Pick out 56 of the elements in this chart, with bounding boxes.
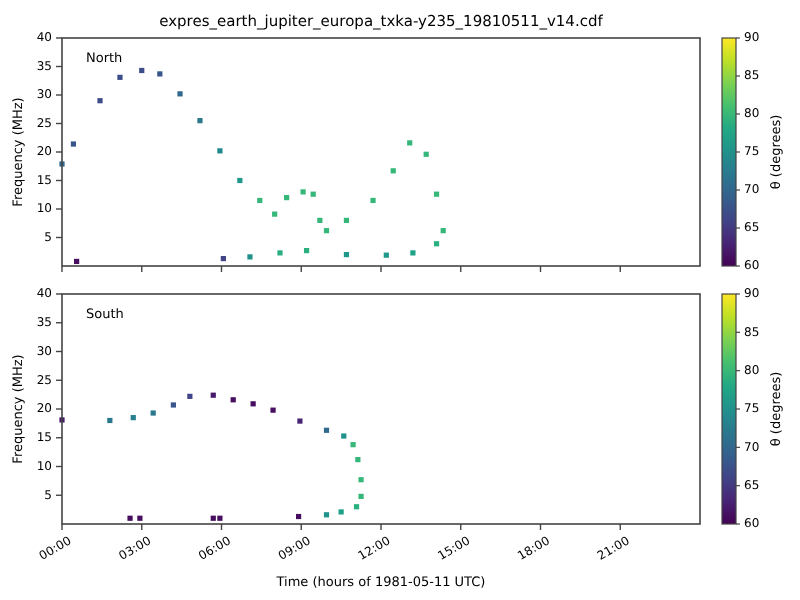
point	[220, 255, 226, 262]
point	[295, 513, 302, 520]
point	[317, 217, 323, 223]
point	[310, 191, 316, 197]
point	[370, 197, 376, 204]
point	[139, 67, 145, 74]
point	[130, 415, 136, 421]
point	[303, 248, 310, 254]
point	[74, 258, 80, 265]
point	[410, 250, 416, 256]
point	[323, 228, 330, 234]
point	[433, 191, 440, 197]
point	[323, 512, 330, 518]
point	[210, 515, 216, 521]
point	[247, 254, 253, 260]
point	[407, 140, 413, 146]
point	[137, 515, 143, 521]
point	[187, 393, 193, 399]
point	[97, 98, 103, 104]
point	[210, 392, 216, 398]
point	[390, 168, 396, 174]
point	[423, 151, 429, 157]
point	[323, 427, 330, 433]
point	[270, 407, 276, 413]
point	[338, 509, 344, 515]
point	[277, 250, 283, 256]
point	[157, 71, 163, 77]
point	[358, 493, 364, 499]
point	[230, 397, 236, 403]
point	[107, 417, 113, 424]
point	[272, 211, 278, 217]
point	[355, 457, 361, 463]
point	[350, 442, 356, 448]
point	[170, 402, 176, 408]
point	[300, 189, 306, 195]
point	[150, 410, 156, 416]
point	[343, 217, 350, 223]
point	[177, 91, 183, 97]
point	[250, 401, 256, 407]
point	[127, 515, 133, 521]
point	[70, 141, 77, 147]
point	[353, 504, 360, 510]
point	[197, 118, 203, 124]
point	[237, 177, 243, 184]
point	[341, 433, 347, 439]
point	[217, 148, 223, 154]
point	[343, 252, 350, 258]
point	[358, 477, 364, 483]
point	[383, 252, 389, 258]
point	[284, 195, 290, 201]
point	[433, 241, 440, 247]
point	[217, 515, 223, 521]
point	[257, 197, 263, 204]
point	[117, 74, 123, 80]
point	[297, 418, 303, 424]
point	[440, 228, 446, 234]
